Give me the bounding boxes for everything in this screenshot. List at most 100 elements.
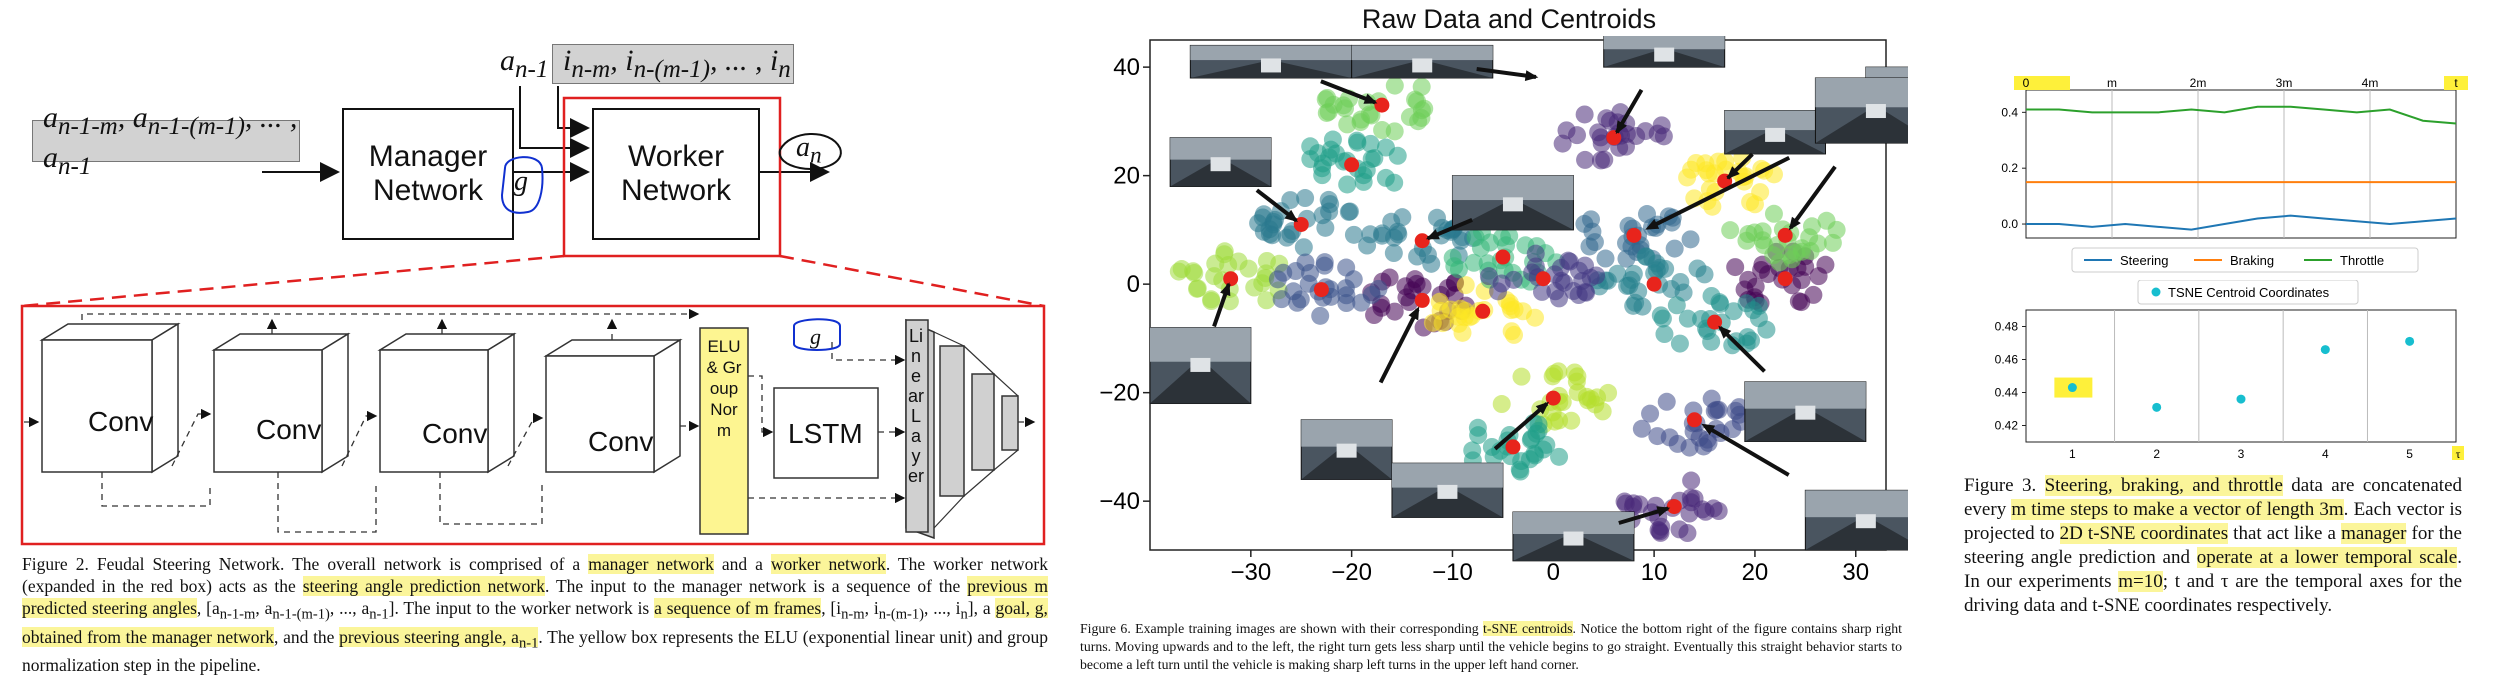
centroid-marker: [1777, 271, 1793, 287]
data-point: [1681, 230, 1700, 249]
data-point: [1678, 524, 1697, 543]
data-point: [1550, 289, 1569, 308]
data-point: [1369, 279, 1388, 298]
centroid-arrow: [1789, 165, 1837, 230]
centroid-marker: [1313, 282, 1329, 298]
centroid-marker: [1344, 157, 1360, 173]
centroid-marker: [1646, 276, 1662, 292]
data-point: [1380, 268, 1399, 287]
data-point: [1681, 488, 1700, 507]
example-image-sky: [1805, 490, 1908, 518]
data-point: [1648, 124, 1667, 143]
data-point: [1385, 76, 1404, 95]
centroid-arrow: [1493, 402, 1549, 451]
example-image-car: [1855, 514, 1876, 529]
data-point: [1428, 208, 1447, 227]
data-point: [1215, 242, 1234, 261]
goal-label-pipeline: g: [810, 324, 821, 349]
series-line-throttle: [2026, 105, 2457, 125]
caption-text: , [an-1-m, an-1-(m-1), ..., an-1]. The i…: [196, 598, 655, 623]
example-image-sky: [1452, 175, 1574, 201]
caption-highlight: m time steps to make a vector of length …: [2011, 499, 2344, 520]
data-point: [1408, 247, 1427, 266]
x-tick-label: 1: [2069, 447, 2076, 461]
centroid-marker: [1374, 97, 1390, 113]
caption-text: data are concatenated every: [1964, 475, 2462, 520]
data-point: [1464, 253, 1483, 272]
centroid-marker: [1475, 303, 1491, 319]
y-tick-label: 0.42: [1995, 419, 2019, 433]
example-image-sky: [1744, 381, 1866, 409]
centroid-point: [2320, 345, 2330, 355]
data-point: [1463, 441, 1482, 460]
example-image-car: [1437, 484, 1458, 499]
data-point: [1682, 471, 1701, 490]
figure-2-caption: Figure 2. Feudal Steering Network. The o…: [22, 553, 1048, 676]
data-point: [1453, 323, 1472, 342]
tick-highlight: [2444, 76, 2468, 90]
worker-pipeline-diagram: [24, 308, 1036, 540]
x-tick-label: 4m: [2362, 76, 2379, 90]
data-point: [1334, 96, 1353, 115]
previous-action-label: an-1: [500, 44, 549, 83]
manager-input-sequence: an-1-m, an-1-(m-1), ... , an-1: [32, 101, 300, 180]
x-tick-label: 3m: [2276, 76, 2293, 90]
goal-label-top: g: [514, 166, 528, 197]
caption-text: . The yellow box represents the ELU (exp…: [22, 626, 1048, 676]
example-image-sky: [1190, 45, 1352, 61]
example-image-sky: [1391, 463, 1503, 488]
legend: TSNE Centroid Coordinates: [2137, 280, 2359, 305]
data-point: [1688, 259, 1707, 278]
data-point: [1336, 279, 1355, 298]
data-point: [1709, 400, 1728, 419]
legend-label: Throttle: [2340, 253, 2384, 268]
data-point: [1348, 133, 1367, 152]
data-point: [1802, 217, 1821, 236]
data-point: [1655, 325, 1674, 344]
example-image-road: [1805, 520, 1908, 550]
data-point: [1501, 297, 1520, 316]
y-tick-label: −20: [1099, 380, 1140, 407]
data-point: [1257, 251, 1276, 270]
data-point: [1321, 195, 1340, 214]
caption-highlight: manager: [2341, 523, 2407, 544]
y-tick-label: 0.0: [2001, 217, 2018, 231]
caption-highlight: worker network: [770, 554, 886, 574]
data-point: [1263, 226, 1282, 245]
data-point: [1445, 257, 1464, 276]
data-point: [1479, 267, 1498, 286]
data-point: [1641, 404, 1660, 423]
example-image-car: [1765, 127, 1786, 142]
x-tick-label: 0: [1547, 559, 1560, 586]
caption-text: ; t and τ are the temporal axes for the …: [1964, 571, 2463, 616]
data-point: [1667, 296, 1686, 315]
y-tick-label: 0.48: [1995, 320, 2019, 334]
legend-label: TSNE Centroid Coordinates: [2168, 285, 2330, 300]
example-image-road: [1150, 365, 1251, 404]
caption-text: that act like a: [2228, 523, 2342, 544]
centroid-marker: [1535, 271, 1551, 287]
data-point: [1550, 447, 1569, 466]
manager-network-box: Manager Network: [342, 108, 514, 240]
data-point: [1724, 302, 1743, 321]
data-point: [1575, 214, 1594, 233]
tick-highlight: [2014, 76, 2070, 90]
data-point: [1502, 322, 1521, 341]
data-point: [1600, 111, 1619, 130]
caption-text: , [in-m, in-(m-1), ..., in], a: [821, 598, 996, 623]
series-line-steering: [2026, 214, 2457, 231]
caption-highlight: m=10: [2118, 571, 2163, 592]
example-image-sky: [1351, 45, 1493, 61]
y-tick-label: −40: [1099, 488, 1140, 515]
data-point: [1245, 278, 1264, 297]
caption-highlight: steering angle prediction network: [302, 576, 545, 596]
data-point: [1385, 302, 1404, 321]
centroid-arrowhead: [1726, 166, 1740, 180]
data-point: [1362, 106, 1381, 125]
data-point: [1624, 296, 1643, 315]
example-image-sky: [1724, 110, 1826, 131]
data-point: [1585, 233, 1604, 252]
centroid-arrowhead: [1425, 229, 1440, 240]
data-point: [1696, 502, 1715, 521]
example-image-sky: [1150, 327, 1251, 362]
